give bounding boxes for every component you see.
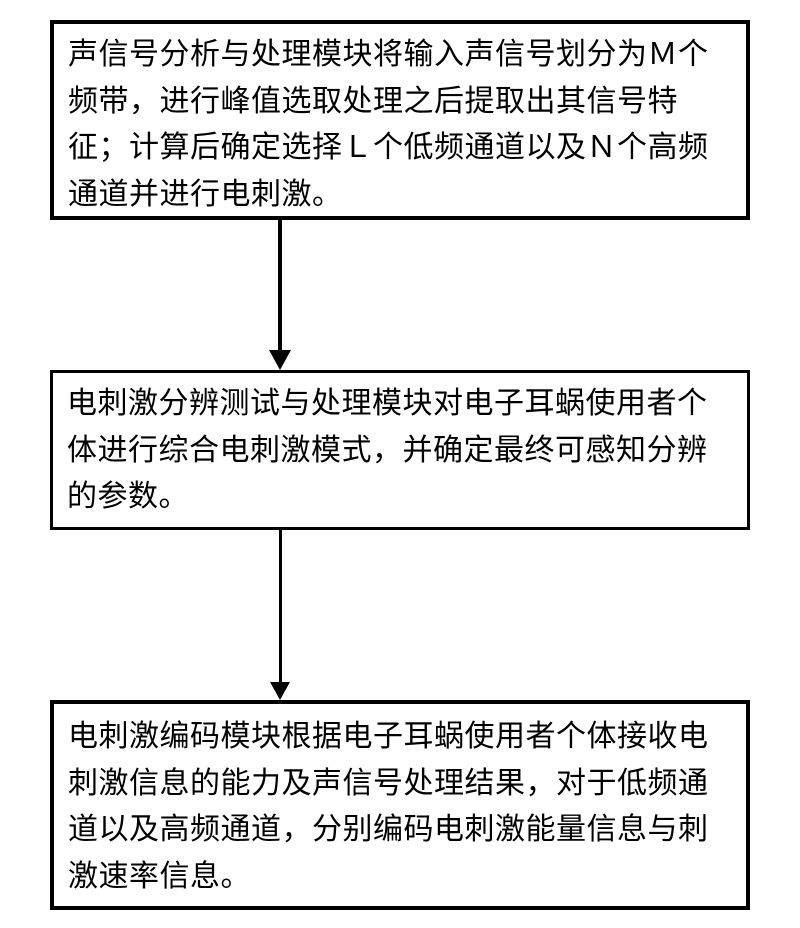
flow-node-text: 电刺激编码模块根据电子耳蜗使用者个体接收电刺激信息的能力及声信号处理结果，对于低… — [68, 714, 734, 900]
arrow-line-a2 — [279, 530, 282, 682]
flow-node-text: 声信号分析与处理模块将输入声信号划分为Ｍ个频带，进行峰值选取处理之后提取出其信号… — [68, 32, 734, 218]
flow-node-n2: 电刺激分辨测试与处理模块对电子耳蜗使用者个体进行综合电刺激模式，并确定最终可感知… — [50, 370, 750, 530]
arrow-head-a2 — [270, 682, 290, 703]
flow-node-n3: 电刺激编码模块根据电子耳蜗使用者个体接收电刺激信息的能力及声信号处理结果，对于低… — [50, 700, 750, 910]
arrow-line-a1 — [278, 220, 282, 350]
flowchart-canvas: 声信号分析与处理模块将输入声信号划分为Ｍ个频带，进行峰值选取处理之后提取出其信号… — [0, 0, 800, 928]
flow-node-text: 电刺激分辨测试与处理模块对电子耳蜗使用者个体进行综合电刺激模式，并确定最终可感知… — [67, 381, 735, 521]
flow-node-n1: 声信号分析与处理模块将输入声信号划分为Ｍ个频带，进行峰值选取处理之后提取出其信号… — [50, 20, 750, 220]
arrow-head-a1 — [269, 350, 291, 373]
